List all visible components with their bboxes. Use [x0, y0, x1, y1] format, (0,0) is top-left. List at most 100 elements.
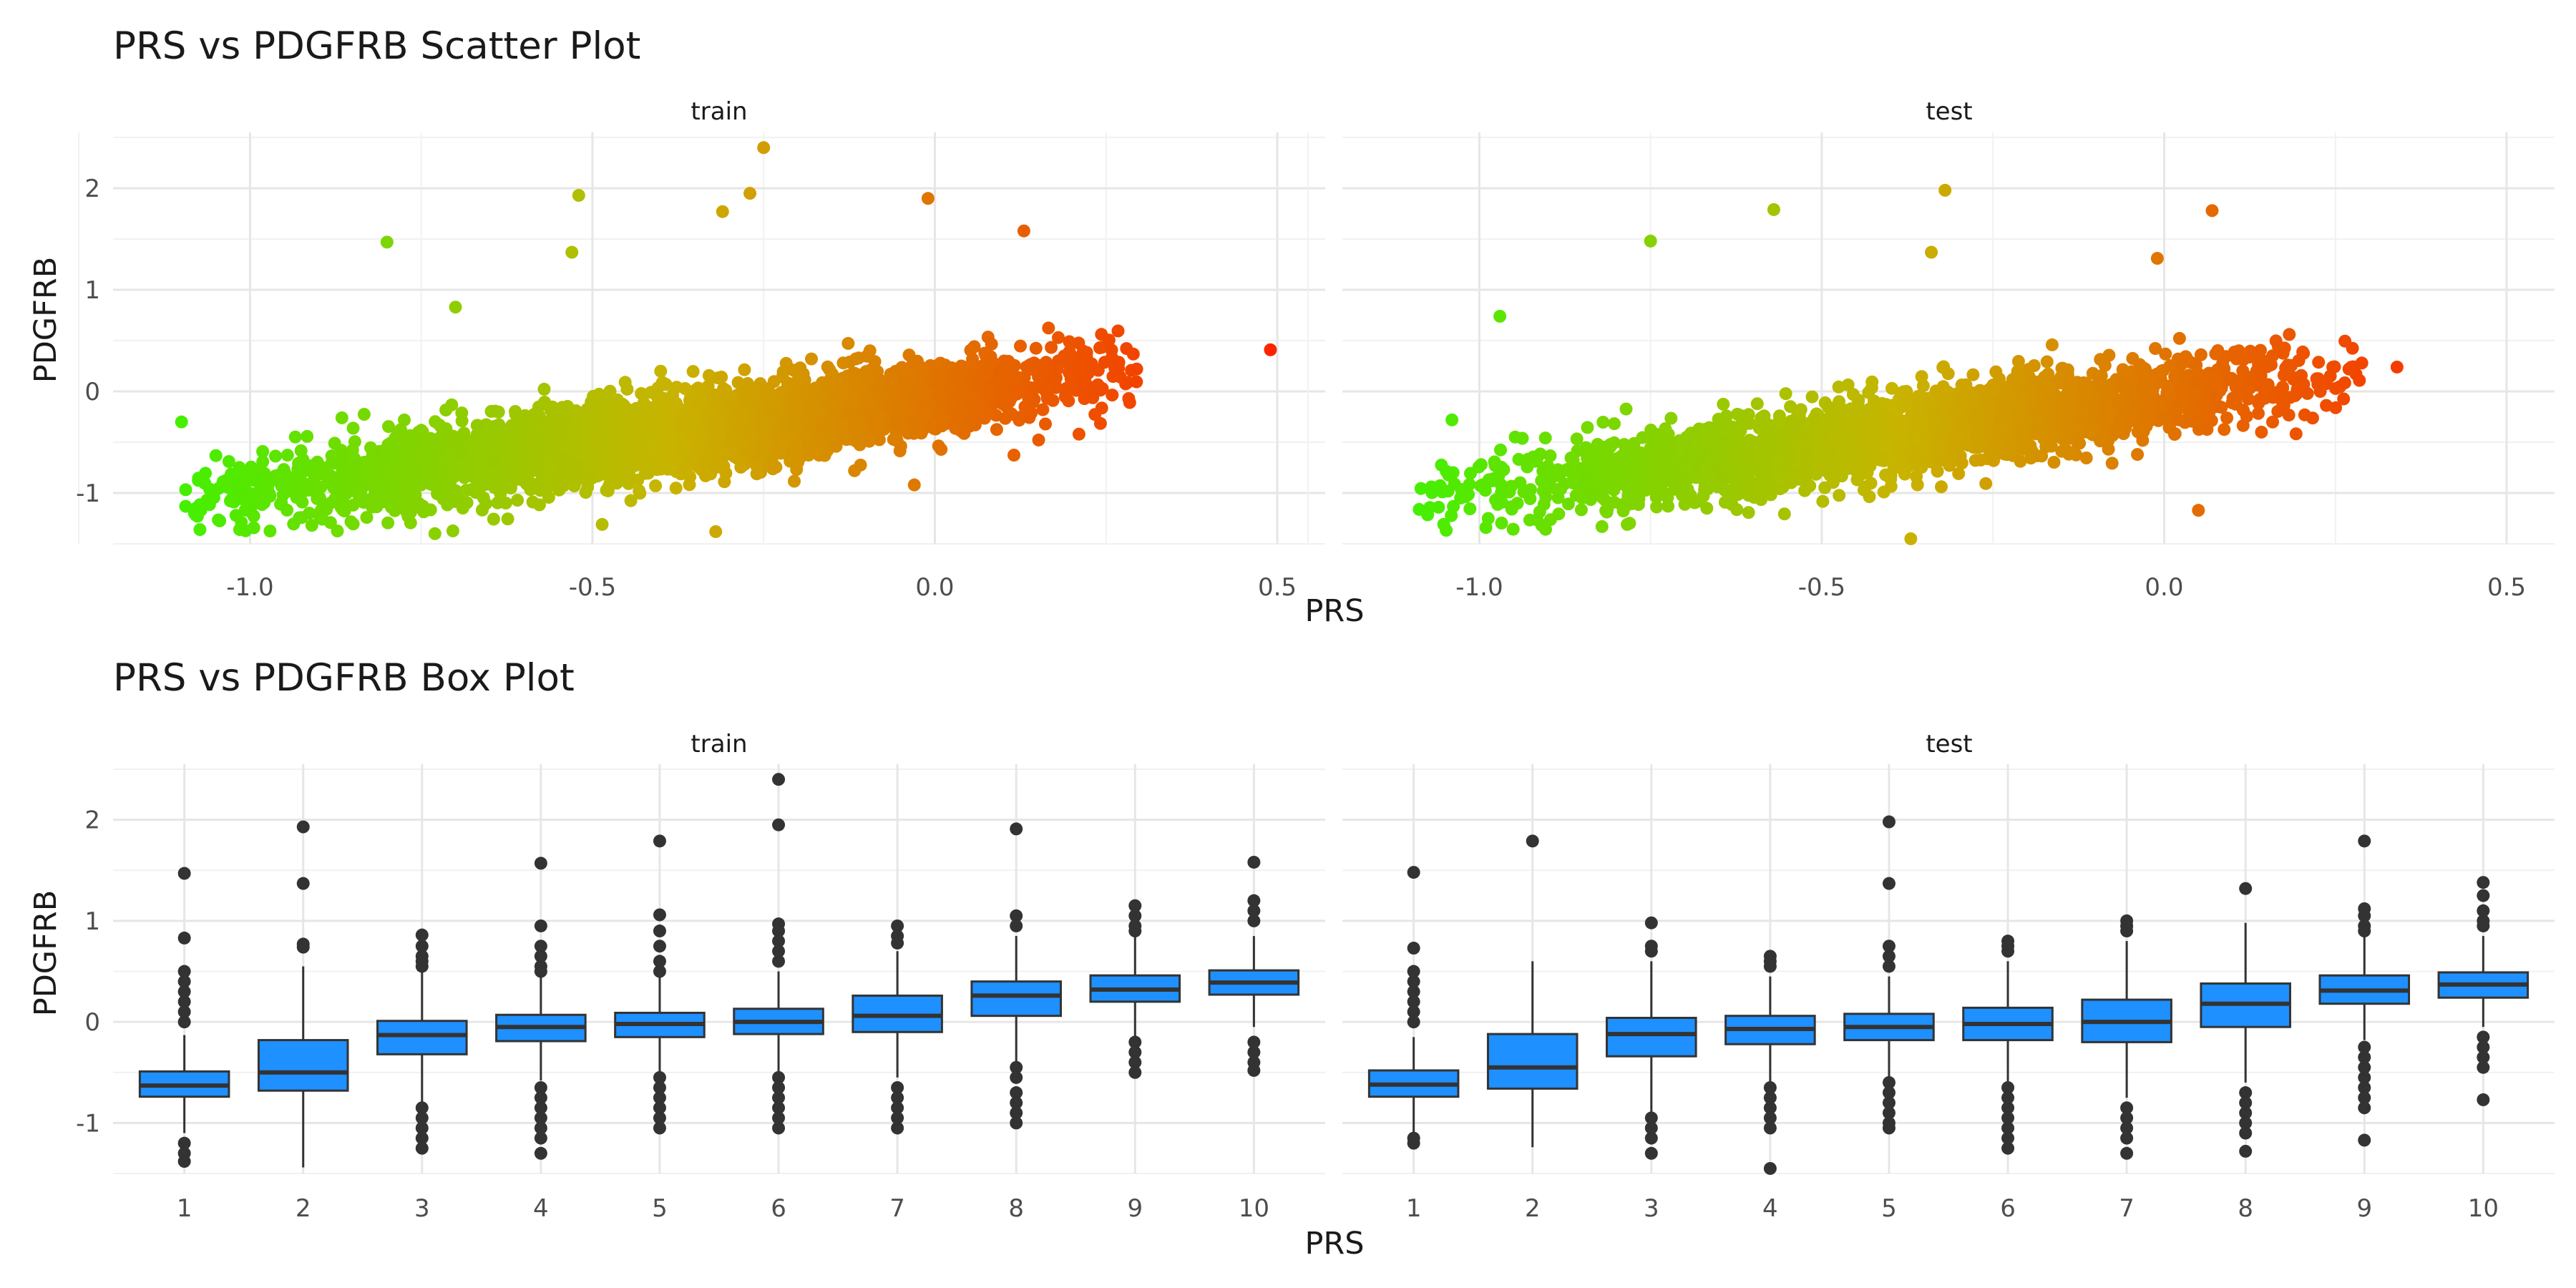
- scatter-point: [776, 365, 790, 379]
- x-tick-label: -1.0: [226, 573, 273, 602]
- scatter-point: [708, 394, 722, 408]
- scatter-point: [1863, 490, 1876, 504]
- scatter-point: [404, 516, 417, 530]
- scatter-point: [2149, 342, 2162, 355]
- scatter-point: [235, 515, 248, 529]
- scatter-point: [1045, 341, 1058, 354]
- scatter-point: [246, 489, 260, 503]
- scatter-point: [434, 447, 447, 460]
- scatter-point: [683, 478, 696, 492]
- scatter-point: [288, 430, 302, 444]
- scatter-point: [1039, 417, 1052, 431]
- scatter-point: [287, 517, 301, 531]
- scatter-point: [596, 394, 610, 408]
- scatter-point: [368, 477, 381, 491]
- scatter-point: [709, 441, 723, 455]
- scatter-point: [424, 477, 437, 491]
- scatter-point: [1059, 386, 1073, 400]
- scatter-point: [1105, 343, 1118, 357]
- scatter-point: [632, 414, 645, 427]
- scatter-point: [823, 422, 836, 436]
- scatter-point: [1561, 497, 1575, 511]
- scatter-point: [995, 397, 1009, 410]
- scatter-point: [420, 445, 434, 458]
- scatter-point: [985, 337, 998, 351]
- scatter-point: [504, 464, 518, 477]
- scatter-point: [1076, 382, 1090, 396]
- x-tick-label: -0.5: [569, 573, 616, 602]
- scatter-point: [280, 503, 294, 517]
- scatter-point: [583, 402, 597, 416]
- scatter-point: [581, 480, 595, 494]
- scatter-point: [301, 429, 314, 443]
- scatter-point: [2338, 334, 2352, 348]
- x-tick-label: 0.5: [2487, 573, 2526, 602]
- scatter-point: [1042, 321, 1055, 335]
- scatter-point: [2236, 364, 2250, 378]
- scatter-point: [1088, 408, 1102, 421]
- scatter-point: [380, 450, 394, 464]
- scatter-point: [750, 459, 763, 473]
- scatter-point: [469, 481, 483, 494]
- scatter-point: [1023, 411, 1036, 424]
- scatter-point: [2040, 355, 2054, 369]
- scatter-point: [179, 483, 192, 497]
- scatter-point: [966, 352, 980, 366]
- scatter-point: [605, 452, 618, 465]
- scatter-point: [847, 395, 859, 409]
- scatter-point: [955, 359, 968, 373]
- scatter-point: [1026, 396, 1040, 409]
- scatter-point: [786, 444, 800, 458]
- scatter-point: [843, 409, 857, 422]
- scatter-point: [574, 447, 587, 460]
- scatter-point: [734, 460, 748, 474]
- scatter-point: [572, 429, 585, 443]
- scatter-point: [841, 383, 855, 396]
- scatter-point: [905, 366, 919, 380]
- scatter-point: [690, 399, 703, 412]
- scatter-point: [338, 504, 351, 517]
- scatter-point: [889, 417, 903, 431]
- scatter-point: [537, 382, 551, 396]
- scatter-point: [225, 467, 238, 481]
- scatter-point: [555, 401, 569, 414]
- scatter-point: [620, 382, 634, 396]
- scatter-point: [286, 482, 300, 496]
- scatter-point: [2282, 409, 2296, 422]
- scatter-outlier-point: [743, 187, 757, 200]
- scatter-point: [665, 462, 678, 476]
- scatter-point: [411, 496, 425, 509]
- scatter-point: [791, 456, 805, 469]
- scatter-point: [1032, 370, 1045, 384]
- scatter-point: [1014, 339, 1027, 353]
- scatter-point: [497, 474, 511, 488]
- scatter-point: [481, 424, 494, 438]
- scatter-point: [1102, 333, 1116, 347]
- scatter-outlier-point: [175, 415, 188, 429]
- scatter-point: [2047, 456, 2061, 469]
- scatter-point: [1570, 432, 1584, 446]
- scatter-point: [508, 426, 522, 439]
- scatter-point: [381, 459, 395, 473]
- scatter-point: [930, 359, 943, 373]
- scatter-point: [862, 434, 876, 448]
- scatter-point: [1080, 349, 1093, 363]
- scatter-point: [1623, 517, 1636, 530]
- scatter-point: [1130, 362, 1143, 376]
- scatter-point: [364, 441, 377, 454]
- scatter-point: [920, 397, 934, 411]
- scatter-point: [1050, 363, 1064, 376]
- scatter-point: [715, 371, 728, 384]
- scatter-point: [545, 413, 559, 426]
- scatter-point: [653, 442, 666, 456]
- scatter-point: [591, 438, 605, 452]
- scatter-point: [776, 387, 789, 401]
- scatter-point: [212, 482, 225, 495]
- scatter-point: [1032, 433, 1045, 447]
- scatter-point: [357, 408, 371, 421]
- scatter-point: [1041, 383, 1055, 396]
- scatter-point: [1032, 358, 1045, 372]
- scatter-point: [2326, 361, 2340, 374]
- scatter-point: [470, 419, 484, 432]
- scatter-point: [1966, 368, 1980, 381]
